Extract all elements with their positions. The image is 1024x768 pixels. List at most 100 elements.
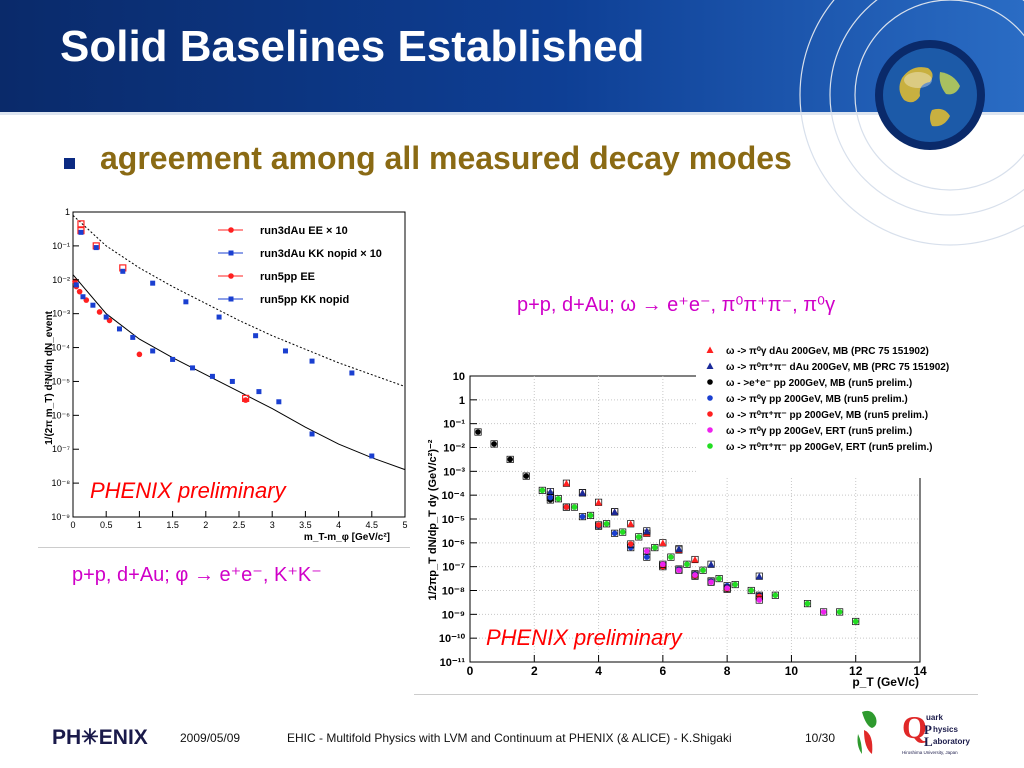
right-point-box-s6-0 [538, 486, 546, 494]
left-xtick-label-0: 0 [70, 520, 75, 530]
left-point-s1-9 [349, 370, 355, 376]
right-point-s1-3 [643, 527, 651, 534]
left-legend-marker-1 [228, 250, 234, 256]
right-ytick-label-0: 10⁻¹¹ [440, 657, 466, 669]
right-legend-label-2: ω - >e⁺e⁻ pp 200GeV, MB (run5 prelim.) [726, 378, 912, 389]
right-point-box-s3-0 [546, 494, 554, 502]
right-point-s5-7 [820, 609, 827, 615]
right-point-s3-0 [547, 494, 554, 501]
right-point-box-s6-13 [747, 586, 755, 595]
right-point-s6-16 [836, 609, 843, 615]
left-point-s3-2 [90, 302, 96, 308]
left-fit-curve-1 [72, 274, 406, 471]
left-point-s0-0 [77, 220, 85, 228]
right-point-s3-4 [611, 530, 618, 537]
right-xtick-label-1: 2 [531, 664, 538, 678]
right-point-s6-17 [852, 618, 859, 625]
right-ytick-label-10: 10⁻¹ [443, 419, 465, 431]
right-legend-label-4: ω -> π⁰π⁺π⁻ pp 200GeV, MB (run5 prelim.) [726, 410, 928, 421]
right-point-box-s6-14 [771, 591, 779, 599]
right-point-box-s3-2 [578, 513, 587, 521]
qpl-letter-l: L [924, 734, 933, 749]
right-point-box-s6-5 [619, 528, 627, 536]
right-legend-marker-4 [707, 411, 713, 417]
right-point-box-s6-12 [731, 580, 739, 589]
right-ytick-label-2: 10⁻⁹ [442, 609, 465, 621]
left-legend-marker-3 [228, 296, 234, 302]
left-point-s3-9 [209, 373, 215, 379]
left-point-s1-2 [120, 268, 126, 274]
right-point-box-s6-15 [803, 600, 812, 608]
right-ytick-label-8: 10⁻³ [443, 466, 465, 478]
right-ytick-label-11: 1 [459, 395, 465, 407]
right-ylabel: 1/2πp_T dN/dp_T dy (GeV/c²)⁻² [427, 439, 439, 600]
left-point-s1-8 [309, 358, 315, 364]
right-legend-label-1: ω -> π⁰π⁺π⁻ dAu 200GeV, MB (PRC 75 15190… [726, 362, 949, 373]
right-point-s5-3 [692, 572, 698, 578]
right-point-box-s6-3 [586, 511, 595, 519]
left-ytick-label-1: 10⁻⁸ [51, 478, 70, 488]
footer-date: 2009/05/09 [180, 731, 241, 745]
right-point-s4-1 [595, 522, 602, 528]
right-point-box-s6-4 [603, 520, 611, 528]
right-xtick-label-5: 10 [785, 664, 799, 678]
phenix-logo: PH✳ENIX [52, 726, 148, 749]
right-point-s5-1 [660, 561, 666, 568]
left-xtick-label-8: 4 [336, 520, 341, 530]
left-ytick-label-6: 10⁻³ [52, 309, 70, 319]
left-ytick-label-3: 10⁻⁶ [52, 410, 71, 420]
bullet-text: agreement among all measured decay modes [100, 140, 792, 176]
right-point-s4-0 [563, 504, 570, 510]
right-point-box-s5-0 [643, 547, 651, 555]
left-point-s1-5 [216, 314, 222, 320]
right-point-box-s2-1 [490, 440, 498, 448]
right-point-s6-8 [668, 554, 674, 560]
left-ytick-label-7: 10⁻² [52, 275, 70, 285]
left-point-s3-7 [170, 356, 176, 362]
right-point-s2-2 [507, 456, 513, 463]
left-divider [38, 547, 410, 548]
left-point-s3-4 [116, 326, 122, 332]
left-xtick-label-3: 1.5 [166, 520, 179, 530]
left-xtick-label-4: 2 [203, 520, 208, 530]
left-preliminary-label: PHENIX preliminary [90, 478, 286, 503]
right-point-box-s6-16 [836, 608, 844, 616]
right-legend-marker-1 [706, 362, 714, 369]
right-point-box-s2-3 [522, 472, 530, 480]
right-point-s1-4 [675, 545, 683, 552]
right-point-s0-7 [659, 539, 667, 546]
left-legend-marker-2 [228, 273, 234, 279]
right-legend-box [696, 340, 978, 478]
right-point-s5-2 [676, 567, 682, 574]
right-ytick-label-3: 10⁻⁸ [442, 586, 465, 598]
left-point-s3-1 [80, 294, 86, 300]
left-point-s3-14 [369, 453, 375, 459]
left-point-s3-3 [103, 314, 109, 320]
right-point-box-s4-0 [562, 503, 570, 511]
left-point-s3-11 [256, 389, 262, 395]
right-point-s0-5 [627, 520, 635, 527]
right-point-box-s5-3 [691, 571, 699, 579]
right-point-s5-5 [724, 585, 730, 591]
right-point-s6-4 [603, 520, 610, 527]
right-point-s0-9 [691, 556, 699, 563]
qpl-logo: Q P L uark hysics aboratory Hiroshima Un… [902, 709, 970, 755]
qpl-line-1: uark [926, 713, 943, 722]
left-point-s1-7 [282, 348, 288, 354]
right-point-s3-2 [579, 513, 586, 520]
right-point-box-s6-11 [715, 575, 723, 583]
right-point-box-s5-5 [723, 584, 731, 592]
right-ytick-label-5: 10⁻⁶ [442, 538, 465, 550]
left-point-s2-6 [136, 351, 143, 358]
left-ytick-label-2: 10⁻⁷ [52, 444, 70, 454]
phi-spectrum-chart: 10⁻⁹ 10⁻⁸ 10⁻⁷ 10⁻⁶ 10⁻⁵ 10⁻⁴ 10⁻³ 10⁻² 10⁻¹ 1 0 0… [44, 208, 408, 543]
left-xtick-label-5: 2.5 [233, 520, 246, 530]
right-point-s0-3 [595, 498, 603, 506]
right-point-box-s6-2 [570, 503, 579, 511]
right-point-box-s2-2 [506, 455, 514, 463]
right-caption: p+p, d+Au; ω → e⁺e⁻, π⁰π⁺π⁻, π⁰γ [517, 294, 836, 316]
left-ytick-label-5: 10⁻⁴ [51, 343, 70, 353]
right-point-box-s3-4 [611, 529, 619, 537]
left-point-s2-4 [96, 309, 103, 315]
right-point-s2-0 [475, 429, 481, 435]
